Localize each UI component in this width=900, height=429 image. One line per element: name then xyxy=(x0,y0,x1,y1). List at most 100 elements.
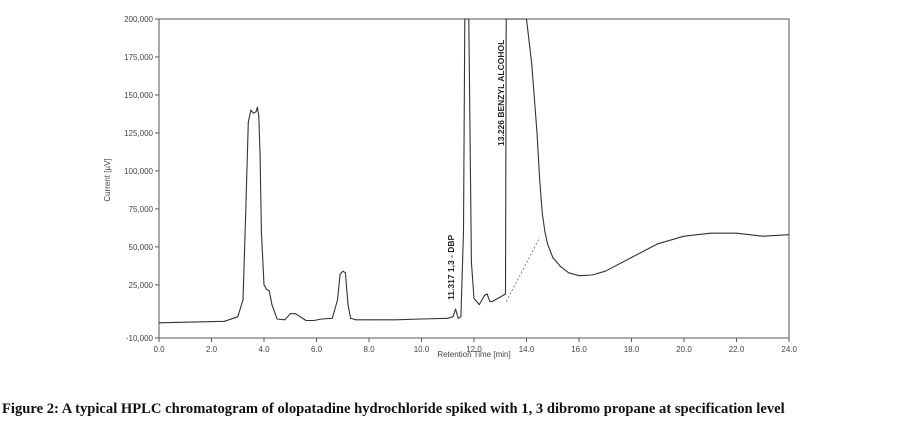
data-point xyxy=(247,121,249,123)
data-point xyxy=(591,274,593,276)
data-point xyxy=(331,317,333,319)
data-point xyxy=(631,257,632,258)
data-point xyxy=(263,284,265,286)
data-point xyxy=(465,18,467,20)
x-tick-label: 6.0 xyxy=(311,345,323,354)
data-point xyxy=(502,295,504,296)
data-point xyxy=(484,295,485,296)
data-point xyxy=(276,318,278,320)
y-axis: -10,000 25,000 50,000 75,000 100,000 125,000 1… xyxy=(124,15,159,343)
data-point xyxy=(289,313,291,315)
data-point xyxy=(547,243,548,245)
y-tick-label: 25,000 xyxy=(129,281,154,290)
x-axis-title: Retention Time [min] xyxy=(437,350,510,359)
y-tick-label: 75,000 xyxy=(129,205,154,214)
data-point xyxy=(736,232,737,234)
data-point xyxy=(499,296,501,298)
data-point xyxy=(505,18,507,20)
data-point xyxy=(337,299,338,301)
data-point xyxy=(268,290,270,292)
data-point xyxy=(266,288,268,290)
data-point xyxy=(368,319,370,321)
data-point xyxy=(352,318,354,320)
data-point xyxy=(463,231,464,233)
data-point xyxy=(455,308,457,310)
data-point xyxy=(578,275,580,277)
x-tick-label: 18.0 xyxy=(624,345,640,354)
y-tick-label: -10,000 xyxy=(126,334,154,343)
data-point xyxy=(305,320,307,321)
x-tick-label: 12.0 xyxy=(466,345,482,354)
data-point xyxy=(452,316,454,318)
data-point xyxy=(762,235,764,237)
data-point xyxy=(255,111,257,113)
data-point xyxy=(253,112,254,114)
x-tick-label: 8.0 xyxy=(363,345,375,354)
data-point xyxy=(486,293,488,295)
y-tick-label: 125,000 xyxy=(124,129,153,138)
y-tick-label: 200,000 xyxy=(124,15,153,24)
data-point xyxy=(560,266,562,268)
chromatogram-chart: -10,000 25,000 50,000 75,000 100,000 125,000 1… xyxy=(103,15,798,359)
data-point xyxy=(604,270,606,272)
data-point xyxy=(350,317,352,319)
x-tick-label: 10.0 xyxy=(414,345,430,354)
x-tick-label: 14.0 xyxy=(519,345,535,354)
data-point xyxy=(237,316,239,318)
data-point xyxy=(489,301,491,302)
data-point xyxy=(271,304,273,306)
x-tick-label: 22.0 xyxy=(729,345,745,354)
data-point xyxy=(224,320,226,322)
data-point xyxy=(256,106,258,108)
figure-caption: Figure 2: A typical HPLC chromatogram of… xyxy=(2,401,785,417)
data-point xyxy=(568,272,569,274)
data-point xyxy=(355,319,357,321)
data-point xyxy=(657,243,659,245)
data-point xyxy=(512,18,514,20)
peak-annotation: 11.317 1,3 - DBP xyxy=(446,234,456,300)
data-point xyxy=(468,18,470,20)
data-point xyxy=(250,109,252,111)
data-point xyxy=(464,18,466,20)
data-point xyxy=(344,272,346,274)
x-tick-label: 4.0 xyxy=(258,345,270,354)
data-point xyxy=(507,18,509,20)
data-point xyxy=(394,319,396,321)
data-point xyxy=(460,316,462,318)
y-tick-label: 50,000 xyxy=(129,243,154,252)
data-point xyxy=(421,318,422,320)
data-point xyxy=(491,301,493,302)
data-point xyxy=(709,232,711,234)
data-point xyxy=(158,322,160,324)
data-point xyxy=(536,132,538,134)
data-point xyxy=(541,212,543,214)
data-point xyxy=(259,155,261,157)
integration-baseline xyxy=(505,237,540,302)
data-point xyxy=(457,317,459,319)
x-tick-label: 24.0 xyxy=(781,345,797,354)
x-tick-label: 2.0 xyxy=(206,345,218,354)
data-point xyxy=(347,304,349,306)
data-point xyxy=(242,299,244,301)
x-axis: 0.0 2.0 4.0 6.0 8.0 10.0 12.0 14.0 16.0 18.0 20.0 2… xyxy=(153,338,798,354)
data-point xyxy=(552,257,554,258)
data-point xyxy=(505,293,506,295)
data-point xyxy=(313,320,315,321)
data-point xyxy=(520,18,522,20)
data-point xyxy=(456,313,458,315)
data-point xyxy=(788,234,790,236)
data-point xyxy=(260,231,262,233)
data-point xyxy=(539,178,541,179)
y-tick-label: 175,000 xyxy=(124,53,153,62)
y-axis-title: Current [µV] xyxy=(103,158,112,201)
x-tick-label: 0.0 xyxy=(153,345,165,354)
data-point xyxy=(245,216,247,217)
annotation-layer: 11.317 1,3 - DBP 13.226 BENZYL ALCOHOL xyxy=(446,40,506,300)
y-tick-label: 100,000 xyxy=(124,167,153,176)
data-point xyxy=(284,319,286,321)
y-tick-label: 150,000 xyxy=(124,91,153,100)
data-point xyxy=(447,317,449,319)
data-point xyxy=(342,270,344,272)
data-point xyxy=(473,298,475,299)
data-point xyxy=(478,304,480,306)
